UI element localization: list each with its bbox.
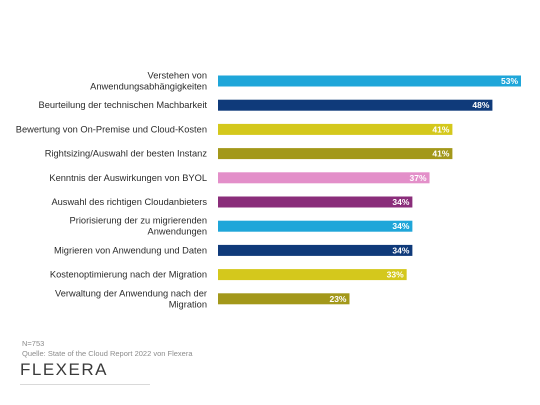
source-note: Quelle: State of the Cloud Report 2022 v… [22,349,193,358]
category-label: Verstehen von Anwendungsabhängigkeiten [90,71,207,92]
bar-value-label: 34% [392,197,409,207]
bar [218,269,407,281]
bar [218,293,350,305]
bar [218,244,413,256]
category-label: Bewertung von On-Premise und Cloud-Koste… [16,124,207,134]
category-label: Beurteilung der technischen Machbarkeit [39,100,208,110]
category-label: Kostenoptimierung nach der Migration [50,270,207,280]
bar-value-label: 48% [472,100,489,110]
bar-value-label: 34% [392,245,409,255]
category-label: Auswahl des richtigen Cloudanbieters [51,197,207,207]
category-label: Migrieren von Anwendung und Daten [54,245,207,255]
category-label: Rightsizing/Auswahl der besten Instanz [45,149,208,159]
bar [218,75,521,87]
category-label: Priorisierung der zu migrierenden Anwendu… [70,216,207,237]
category-label: Kenntnis der Auswirkungen von BYOL [49,173,207,183]
bar [218,123,453,135]
bar [218,99,493,111]
logo-divider [20,384,150,385]
bar-value-label: 33% [387,270,404,280]
bar [218,148,453,160]
bar [218,220,413,232]
bar-value-label: 23% [329,294,346,304]
flexera-logo: flexera [20,360,108,379]
bar-value-label: 53% [501,76,518,86]
bar-value-label: 41% [432,124,449,134]
bar-value-label: 34% [392,221,409,231]
bar [218,172,430,184]
bar [218,196,413,208]
sample-size-note: N=753 [22,339,45,348]
bar-value-label: 41% [432,149,449,159]
bar-value-label: 37% [410,173,427,183]
category-label: Verwaltung der Anwendung nach der Migrati… [55,288,207,309]
bar-chart: 53% Verstehen von Anwendungsabhängigkeiten… [16,71,521,309]
